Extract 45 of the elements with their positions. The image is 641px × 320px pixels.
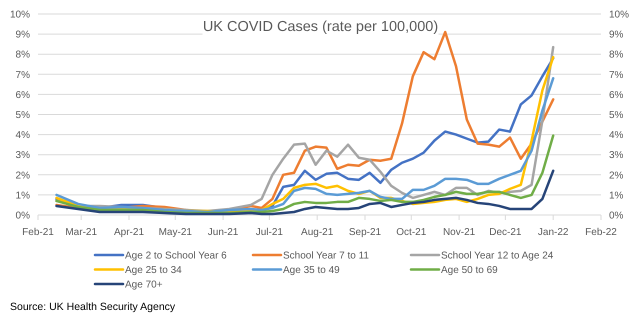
x-tick-label: May-21 <box>158 227 192 238</box>
y-tick-label: 6% <box>16 90 30 101</box>
y2-tick-label: 6% <box>609 90 624 101</box>
legend-label: Age 50 to 69 <box>441 265 498 276</box>
y-tick-label: 4% <box>16 130 30 142</box>
y-tick-label: 9% <box>16 30 30 41</box>
x-tick-label: Sep-21 <box>348 227 382 238</box>
y-tick-label: 8% <box>16 50 30 61</box>
x-tick-label: Aug-21 <box>301 227 334 238</box>
legend-label: School Year 12 to Age 24 <box>441 250 554 262</box>
y2-tick-label: 4% <box>609 130 624 142</box>
legend-label: School Year 7 to 11 <box>283 250 370 262</box>
y-tick-label: 1% <box>16 190 30 202</box>
x-tick-label: Apr-21 <box>114 227 144 238</box>
y-tick-label: 5% <box>16 110 30 121</box>
x-tick-label: Oct-21 <box>396 227 427 238</box>
x-tick-label: Jun-21 <box>208 227 239 238</box>
y2-tick-label: 0% <box>609 210 624 222</box>
source-note: Source: UK Health Security Agency <box>10 301 176 313</box>
x-tick-label: Feb-22 <box>585 227 618 238</box>
y2-tick-label: 10% <box>609 10 630 20</box>
x-tick-label: Nov-21 <box>442 227 476 238</box>
y-tick-label: 3% <box>16 150 30 162</box>
y-tick-label: 2% <box>16 170 30 182</box>
legend-label: Age 70+ <box>125 280 163 290</box>
y2-tick-label: 8% <box>609 50 624 61</box>
chart-title: UK COVID Cases (rate per 100,000) <box>202 19 438 35</box>
x-tick-label: Feb-21 <box>22 227 54 238</box>
y2-tick-label: 3% <box>609 150 624 162</box>
y2-tick-label: 9% <box>609 30 624 41</box>
line-series <box>55 170 554 216</box>
y2-tick-label: 1% <box>609 190 624 202</box>
y-tick-label: 7% <box>16 70 30 81</box>
y2-tick-label: 2% <box>609 170 624 182</box>
legend-label: Age 25 to 34 <box>125 265 182 276</box>
x-tick-label: Dec-21 <box>489 227 522 238</box>
x-tick-label: Mar-21 <box>65 227 98 238</box>
x-tick-label: Jul-21 <box>256 227 284 238</box>
y-tick-label: 10% <box>10 10 30 20</box>
y-tick-label: 0% <box>16 210 30 222</box>
legend-label: Age 35 to 49 <box>283 265 340 276</box>
y2-tick-label: 7% <box>609 70 624 81</box>
y2-tick-label: 5% <box>609 110 624 121</box>
legend-label: Age 2 to School Year 6 <box>125 250 228 262</box>
x-tick-label: Jan-22 <box>538 227 569 238</box>
